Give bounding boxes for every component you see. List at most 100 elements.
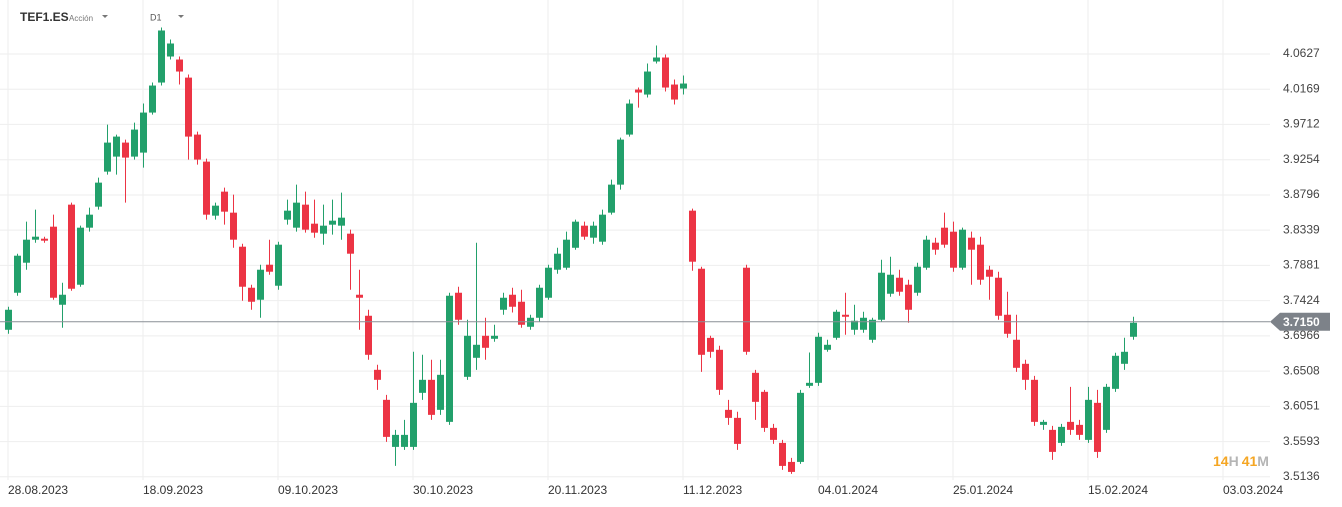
candle-body <box>932 242 939 250</box>
instrument-type: Acción <box>69 14 93 23</box>
candle-body <box>185 77 192 137</box>
countdown-hours: 14 <box>1213 453 1229 469</box>
candle-body <box>608 184 615 213</box>
candle-body <box>104 142 111 172</box>
candle-body <box>1022 363 1029 380</box>
candle-body <box>806 382 813 386</box>
candle-body <box>545 267 552 298</box>
candle-body <box>509 294 516 307</box>
x-tick-label: 20.11.2023 <box>548 483 607 497</box>
y-tick-label: 3.9254 <box>1283 152 1320 166</box>
candle-body <box>428 379 435 415</box>
candle-body <box>203 161 210 215</box>
candle-body <box>887 274 894 294</box>
candle-body <box>563 239 570 268</box>
candle-body <box>158 30 165 83</box>
candle-body <box>167 43 174 57</box>
candle-body <box>1121 351 1128 364</box>
grid <box>0 0 1270 480</box>
candle-body <box>1112 355 1119 389</box>
candle-body <box>293 202 300 228</box>
candle-body <box>698 268 705 355</box>
symbol[interactable]: TEF1.ES <box>20 10 69 24</box>
x-tick-label: 15.02.2024 <box>1088 483 1148 497</box>
candle-body <box>1049 429 1056 452</box>
y-tick-label: 3.6508 <box>1283 363 1320 377</box>
countdown-hours-unit: H <box>1229 453 1239 469</box>
candle-body <box>761 391 768 428</box>
candle-body <box>347 233 354 254</box>
candle-body <box>482 335 489 348</box>
candle-body <box>779 442 786 466</box>
candle-body <box>752 372 759 402</box>
candle-body <box>815 336 822 383</box>
candle-body <box>995 277 1002 316</box>
candle-body <box>572 221 579 248</box>
candle-body <box>41 238 48 241</box>
candle-body <box>212 205 219 216</box>
candle-body <box>770 427 777 440</box>
candle-body <box>842 314 849 317</box>
candle-body <box>1130 322 1137 337</box>
current-price-tag <box>1270 312 1330 331</box>
x-tick-label: 18.09.2023 <box>143 483 203 497</box>
candle-body <box>527 317 534 327</box>
candle-body <box>977 244 984 280</box>
x-tick-label: 09.10.2023 <box>278 483 338 497</box>
candle-body <box>743 267 750 352</box>
candle-body <box>149 85 156 113</box>
candle-body <box>32 236 39 240</box>
candle-body <box>5 309 12 330</box>
timeframe[interactable]: D1 <box>150 12 162 22</box>
candle-body <box>392 434 399 447</box>
candle-body <box>923 239 930 268</box>
candle-body <box>77 227 84 285</box>
candle-body <box>194 134 201 160</box>
y-tick-label: 3.5593 <box>1283 434 1320 448</box>
y-tick-label: 3.8339 <box>1283 222 1320 236</box>
candle-body <box>311 223 318 233</box>
candle-body <box>599 214 606 242</box>
candle-body <box>1031 379 1038 422</box>
candle-body <box>554 253 561 270</box>
candle-body <box>365 315 372 355</box>
x-tick-label: 25.01.2024 <box>953 483 1013 497</box>
candle-body <box>1004 314 1011 334</box>
x-tick-label: 03.03.2024 <box>1223 483 1283 497</box>
y-tick-label: 3.6051 <box>1283 398 1320 412</box>
y-tick-label: 3.6966 <box>1283 328 1320 342</box>
candle-body <box>86 214 93 228</box>
candle-body <box>437 374 444 410</box>
overlay: 4.0627 4.0169 3.9712 3.9254 3.8796 3.8339 3.78… <box>0 46 1330 497</box>
candle-body <box>446 295 453 422</box>
candle-body <box>707 337 714 352</box>
candle-body <box>374 369 381 380</box>
candle-body <box>581 225 588 237</box>
x-tick-label: 30.10.2023 <box>413 483 473 497</box>
candle-body <box>860 317 867 330</box>
candle-body <box>491 335 498 339</box>
candle-body <box>851 320 858 330</box>
candle-body <box>1067 421 1074 430</box>
dropdown-arrow[interactable] <box>102 15 108 18</box>
candle-body <box>626 103 633 135</box>
countdown-minutes-unit: M <box>1257 453 1269 469</box>
x-tick-label: 28.08.2023 <box>8 483 68 497</box>
candle-body <box>455 292 462 320</box>
candle-body <box>1103 386 1110 430</box>
y-tick-label: 3.5136 <box>1283 469 1320 483</box>
candle-body <box>473 344 480 358</box>
candle-body <box>356 294 363 298</box>
candle-body <box>662 57 669 88</box>
candle-body <box>833 311 840 338</box>
candle-body <box>680 83 687 89</box>
candle-body <box>284 210 291 220</box>
candle-body <box>230 212 237 240</box>
candle-body <box>716 349 723 390</box>
y-tick-label: 3.9712 <box>1283 117 1320 131</box>
candle-body <box>986 269 993 277</box>
dropdown-arrow[interactable] <box>178 15 184 18</box>
candle-body <box>14 255 21 293</box>
candle-body <box>464 335 471 377</box>
